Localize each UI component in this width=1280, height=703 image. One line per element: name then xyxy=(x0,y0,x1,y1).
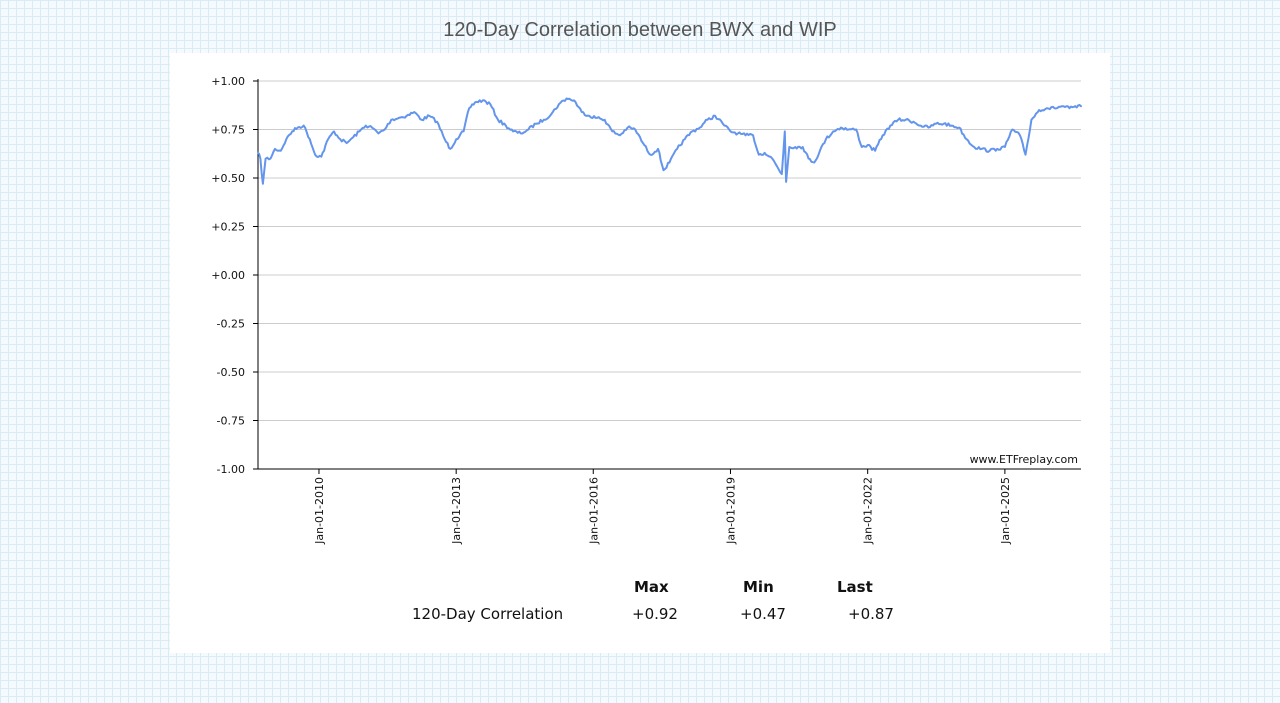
stats-row-label: 120-Day Correlation xyxy=(412,605,564,623)
x-tick-label: Jan-01-2010 xyxy=(313,477,326,545)
y-tick-label: -0.75 xyxy=(217,415,245,428)
stats-header-max: Max xyxy=(634,578,669,596)
watermark: www.ETFreplay.com xyxy=(970,453,1078,466)
y-tick-label: +0.00 xyxy=(211,269,245,282)
stats-value-min: +0.47 xyxy=(740,605,786,623)
y-tick-label: -1.00 xyxy=(217,463,245,476)
x-tick-label: Jan-01-2016 xyxy=(587,477,600,545)
chart-panel: +1.00 +0.75 +0.50 +0.25 +0.00 -0.25 -0.50 -0.75… xyxy=(170,53,1110,653)
x-tick-label: Jan-01-2013 xyxy=(450,477,463,545)
stats-header-last: Last xyxy=(837,578,873,596)
stats-table: Max Min Last 120-Day Correlation +0.92 +… xyxy=(170,53,1110,653)
stats-value-last: +0.87 xyxy=(848,605,894,623)
series-line xyxy=(257,97,1082,185)
y-tick-label: -0.25 xyxy=(217,318,245,331)
y-tick-label: +0.25 xyxy=(211,221,245,234)
y-tick-label: +0.75 xyxy=(211,124,245,137)
y-tick-label: -0.50 xyxy=(217,366,245,379)
y-tick-label: +1.00 xyxy=(211,75,245,88)
x-tick-label: Jan-01-2025 xyxy=(999,477,1012,545)
stats-value-max: +0.92 xyxy=(632,605,678,623)
y-tick-label: +0.50 xyxy=(211,172,245,185)
x-tick-label: Jan-01-2019 xyxy=(724,477,737,545)
chart-area: +1.00 +0.75 +0.50 +0.25 +0.00 -0.25 -0.50 -0.75… xyxy=(211,75,1082,545)
stats-header-min: Min xyxy=(743,578,774,596)
chart-title: 120-Day Correlation between BWX and WIP xyxy=(443,19,837,41)
x-tick-label: Jan-01-2022 xyxy=(862,477,875,545)
